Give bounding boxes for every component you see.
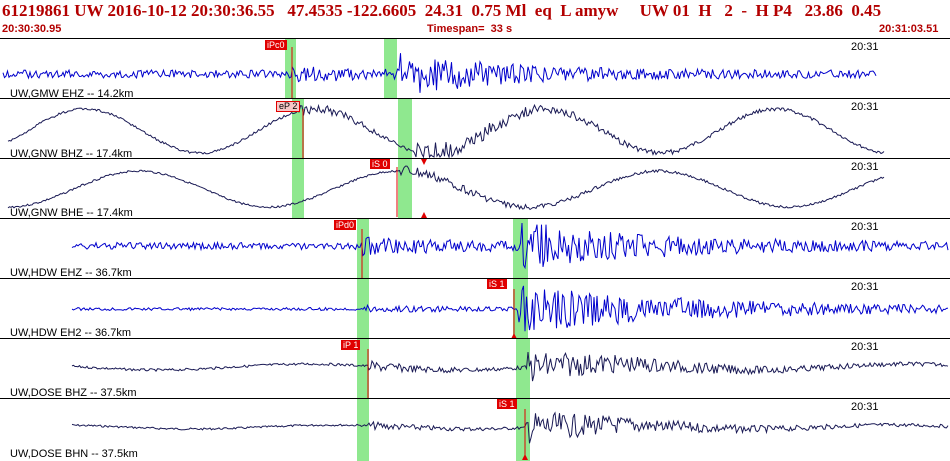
channel-label: UW,GNW BHE -- 17.4km — [10, 207, 133, 219]
pick-window-p — [357, 399, 369, 461]
waveform-plot — [2, 39, 877, 99]
pick-window-p — [292, 99, 304, 159]
channel-label: UW,GNW BHZ -- 17.4km — [10, 148, 133, 159]
pick-marker-eP2[interactable]: eP 2 — [276, 101, 301, 112]
channel-label: UW,GMW EHZ -- 14.2km — [10, 88, 134, 99]
time-label: 20:31 — [851, 101, 879, 113]
waveform-trace — [7, 103, 885, 159]
channel-label: UW,DOSE BHN -- 37.5km — [10, 448, 138, 460]
seismogram-panel[interactable]: iP 1 UW,DOSE BHZ -- 37.5km 20:31 — [0, 338, 950, 399]
waveform-plot — [7, 99, 885, 159]
polarity-marker — [421, 159, 427, 165]
polarity-marker — [421, 212, 427, 218]
waveform-trace — [2, 53, 877, 93]
waveform-trace — [7, 165, 885, 211]
waveform-plot — [71, 279, 949, 339]
event-header: 61219861 UW 2016-10-12 20:30:36.55 47.45… — [0, 0, 950, 38]
pick-window-s — [516, 399, 530, 461]
time-label: 20:31 — [851, 401, 879, 413]
time-label: 20:31 — [851, 161, 879, 173]
seismogram-panel[interactable]: iPd0 UW,HDW EHZ -- 36.7km 20:31 — [0, 218, 950, 279]
pick-marker-iS1[interactable]: iS 1 — [497, 399, 517, 409]
pick-window-s — [398, 159, 412, 219]
time-label: 20:31 — [851, 281, 879, 293]
pick-window-p — [285, 39, 296, 99]
pick-window-p — [357, 219, 369, 279]
pick-window-s — [513, 219, 528, 279]
seismogram-panel[interactable]: eP 2 UW,GNW BHZ -- 17.4km 20:31 — [0, 98, 950, 159]
timespan-label: Timespan= 33 s — [427, 23, 513, 35]
channel-label: UW,HDW EH2 -- 36.7km — [10, 327, 132, 339]
channel-label: UW,HDW EHZ -- 36.7km — [10, 267, 132, 279]
waveform-trace — [71, 285, 949, 332]
polarity-marker — [522, 454, 528, 460]
pick-window-p — [292, 159, 304, 219]
seismogram-panel[interactable]: iPc0 UW,GMW EHZ -- 14.2km 20:31 — [0, 38, 950, 99]
waveform-plot — [7, 159, 885, 219]
pick-window-s — [516, 339, 530, 399]
time-label: 20:31 — [851, 41, 879, 53]
pick-marker-iPd0[interactable]: iPd0 — [334, 220, 357, 230]
time-label: 20:31 — [851, 221, 879, 233]
pick-window-s — [398, 99, 412, 159]
polarity-marker — [511, 333, 517, 339]
seismogram-panel[interactable]: iS 1 UW,DOSE BHN -- 37.5km 20:31 — [0, 398, 950, 461]
pick-marker-iS1[interactable]: iS 1 — [487, 279, 507, 289]
start-time: 20:30:30.95 — [2, 23, 62, 35]
waveform-trace — [71, 351, 949, 382]
pick-window-p — [357, 339, 369, 399]
waveform-plot — [71, 399, 949, 461]
pick-window-s — [384, 39, 397, 99]
pick-marker-iP1[interactable]: iP 1 — [341, 340, 361, 350]
seismogram-panel[interactable]: iS 0 UW,GNW BHE -- 17.4km 20:31 — [0, 158, 950, 219]
waveform-trace — [71, 411, 949, 444]
waveform-plot — [71, 219, 949, 279]
waveform-trace — [71, 222, 949, 270]
pick-marker-iPc0[interactable]: iPc0 — [265, 40, 287, 50]
pick-marker-iS0[interactable]: iS 0 — [370, 159, 390, 169]
end-time: 20:31:03.51 — [879, 23, 939, 35]
seismogram-panel[interactable]: iS 1 UW,HDW EH2 -- 36.7km 20:31 — [0, 278, 950, 339]
time-label: 20:31 — [851, 341, 879, 353]
event-info-line: 61219861 UW 2016-10-12 20:30:36.55 47.45… — [2, 1, 882, 20]
channel-label: UW,DOSE BHZ -- 37.5km — [10, 387, 137, 399]
seismogram-panels: iPc0 UW,GMW EHZ -- 14.2km 20:31 eP 2 UW,… — [0, 38, 950, 461]
waveform-plot — [71, 339, 949, 399]
